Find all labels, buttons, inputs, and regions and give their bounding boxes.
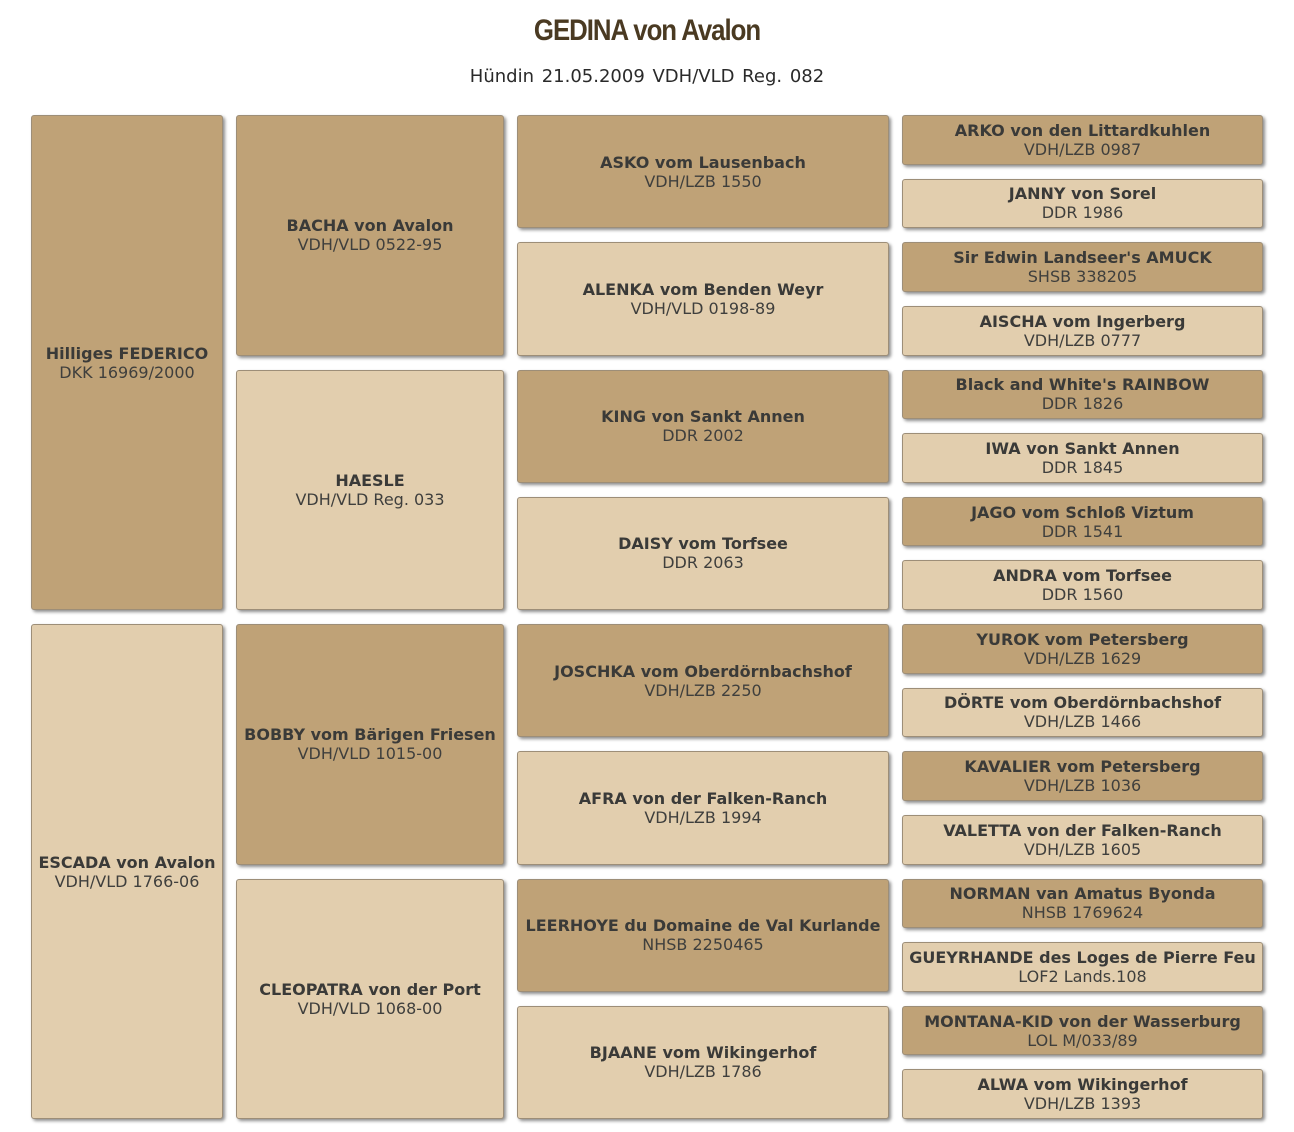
ancestor-gen4-box[interactable]: ARKO von den Littardkuhlen VDH/LZB 0987 [902, 115, 1263, 165]
registration-number: DDR 1560 [1041, 585, 1124, 605]
registration-number: DDR 2002 [662, 426, 744, 446]
ancestor-gen3-box[interactable]: KING von Sankt Annen DDR 2002 [517, 369, 889, 483]
registration-number: DDR 1845 [1041, 457, 1124, 477]
dog-name: Sir Edwin Landseer's AMUCK [953, 248, 1212, 268]
dog-name: JANNY von Sorel [1008, 184, 1157, 204]
registration-number: VDH/LZB 2250 [644, 680, 762, 700]
ancestor-gen2-box[interactable]: HAESLE VDH/VLD Reg. 033 [236, 369, 504, 610]
ancestor-gen3-box[interactable]: DAISY vom Torfsee DDR 2063 [517, 496, 889, 610]
dog-name: ANDRA vom Torfsee [993, 566, 1172, 586]
ancestor-gen4-box[interactable]: NORMAN van Amatus Byonda NHSB 1769624 [902, 878, 1263, 929]
dog-name: IWA von Sankt Annen [985, 438, 1180, 458]
dog-name: BACHA von Avalon [286, 216, 454, 236]
dog-name: JAGO vom Schloß Viztum [971, 502, 1194, 522]
ancestor-gen4-box[interactable]: ANDRA vom Torfsee DDR 1560 [902, 560, 1263, 610]
registration-number: VDH/LZB 1036 [1023, 776, 1142, 796]
ancestor-gen4-box[interactable]: IWA von Sankt Annen DDR 1845 [902, 433, 1263, 483]
registration-number: LOL M/033/89 [1027, 1030, 1138, 1050]
ancestor-gen1-box[interactable]: Hilliges FEDERICO DKK 16969/2000 [31, 115, 223, 610]
dog-name: ARKO von den Littardkuhlen [954, 120, 1211, 140]
dog-name: Black and White's RAINBOW [955, 375, 1210, 395]
dog-name: BOBBY vom Bärigen Friesen [244, 725, 496, 745]
registration-number: VDH/VLD 1068-00 [297, 998, 443, 1018]
dog-name: NORMAN van Amatus Byonda [949, 884, 1216, 904]
dog-name: Hilliges FEDERICO [45, 343, 209, 363]
dog-name: GUEYRHANDE des Loges de Pierre Feu [909, 947, 1256, 967]
dog-name: MONTANA-KID von der Wasserburg [924, 1011, 1241, 1031]
dog-name: KAVALIER vom Petersberg [964, 757, 1201, 777]
dog-name: ESCADA von Avalon [38, 852, 216, 872]
registration-number: VDH/VLD 0198-89 [630, 298, 776, 318]
registration-number: VDH/LZB 1466 [1023, 712, 1142, 732]
registration-number: VDH/LZB 0987 [1023, 139, 1142, 159]
ancestor-gen2-box[interactable]: BACHA von Avalon VDH/VLD 0522-95 [236, 115, 504, 356]
dog-name: ALWA vom Wikingerhof [977, 1075, 1188, 1095]
ancestor-gen4-box[interactable]: AISCHA vom Ingerberg VDH/LZB 0777 [902, 305, 1263, 356]
ancestor-gen4-box[interactable]: GUEYRHANDE des Loges de Pierre Feu LOF2 L… [902, 942, 1263, 992]
registration-number: DDR 1826 [1041, 394, 1124, 414]
registration-number: VDH/VLD Reg. 033 [295, 489, 445, 509]
dog-name: AFRA von der Falken-Ranch [578, 788, 828, 808]
ancestor-gen4-box[interactable]: MONTANA-KID von der Wasserburg LOL M/033/… [902, 1005, 1263, 1056]
dog-name: DÖRTE vom Oberdörnbachshof [943, 693, 1222, 713]
dog-name: BJAANE vom Wikingerhof [589, 1043, 817, 1063]
ancestor-gen4-box[interactable]: KAVALIER vom Petersberg VDH/LZB 1036 [902, 751, 1263, 801]
ancestor-gen4-box[interactable]: ALWA vom Wikingerhof VDH/LZB 1393 [902, 1069, 1263, 1119]
ancestor-gen4-box[interactable]: Black and White's RAINBOW DDR 1826 [902, 369, 1263, 420]
ancestor-gen4-box[interactable]: Sir Edwin Landseer's AMUCK SHSB 338205 [902, 242, 1263, 292]
dog-name: CLEOPATRA von der Port [259, 979, 481, 999]
ancestor-gen3-box[interactable]: AFRA von der Falken-Ranch VDH/LZB 1994 [517, 751, 889, 865]
ancestor-gen4-box[interactable]: JANNY von Sorel DDR 1986 [902, 178, 1263, 229]
dog-name: KING von Sankt Annen [601, 407, 805, 427]
registration-number: DDR 1986 [1041, 203, 1124, 223]
registration-number: VDH/LZB 1393 [1023, 1094, 1142, 1114]
ancestor-gen3-box[interactable]: ALENKA vom Benden Weyr VDH/VLD 0198-89 [517, 242, 889, 356]
ancestor-gen4-box[interactable]: JAGO vom Schloß Viztum DDR 1541 [902, 496, 1263, 547]
ancestor-gen2-box[interactable]: BOBBY vom Bärigen Friesen VDH/VLD 1015-00 [236, 624, 504, 865]
dog-name: YUROK vom Petersberg [976, 629, 1189, 649]
ancestor-gen2-box[interactable]: CLEOPATRA von der Port VDH/VLD 1068-00 [236, 878, 504, 1119]
registration-number: VDH/VLD 1015-00 [297, 744, 443, 764]
ancestor-gen1-box[interactable]: ESCADA von Avalon VDH/VLD 1766-06 [31, 624, 223, 1119]
dog-name: AISCHA vom Ingerberg [979, 311, 1186, 331]
ancestor-gen4-box[interactable]: VALETTA von der Falken-Ranch VDH/LZB 1605 [902, 814, 1263, 865]
registration-number: DDR 1541 [1041, 521, 1124, 541]
registration-number: VDH/VLD 1766-06 [54, 871, 200, 891]
registration-number: SHSB 338205 [1027, 267, 1138, 287]
registration-number: DDR 2063 [662, 553, 744, 573]
ancestor-gen3-box[interactable]: ASKO vom Lausenbach VDH/LZB 1550 [517, 115, 889, 229]
dog-name: ASKO vom Lausenbach [600, 152, 806, 172]
registration-number: NHSB 2250465 [642, 935, 764, 955]
registration-number: NHSB 1769624 [1021, 903, 1144, 923]
dog-name: VALETTA von der Falken-Ranch [943, 820, 1222, 840]
registration-number: VDH/LZB 1605 [1023, 839, 1142, 859]
ancestor-gen3-box[interactable]: JOSCHKA vom Oberdörnbachshof VDH/LZB 2250 [517, 624, 889, 738]
dog-name: ALENKA vom Benden Weyr [582, 279, 824, 299]
page-title: GEDINA von Avalon [533, 14, 761, 47]
dog-name: DAISY vom Torfsee [618, 534, 788, 554]
ancestor-gen3-box[interactable]: LEERHOYE du Domaine de Val Kurlande NHSB … [517, 878, 889, 992]
registration-number: DKK 16969/2000 [59, 362, 195, 382]
registration-number: VDH/LZB 1550 [644, 171, 762, 191]
ancestor-gen3-box[interactable]: BJAANE vom Wikingerhof VDH/LZB 1786 [517, 1005, 889, 1119]
dog-name: LEERHOYE du Domaine de Val Kurlande [525, 916, 881, 936]
registration-number: VDH/VLD 0522-95 [297, 235, 443, 255]
ancestor-gen4-box[interactable]: DÖRTE vom Oberdörnbachshof VDH/LZB 1466 [902, 687, 1263, 738]
registration-number: LOF2 Lands.108 [1018, 966, 1147, 986]
ancestor-gen4-box[interactable]: YUROK vom Petersberg VDH/LZB 1629 [902, 624, 1263, 674]
dog-name: JOSCHKA vom Oberdörnbachshof [554, 661, 852, 681]
registration-number: VDH/LZB 1629 [1023, 648, 1142, 668]
dog-name: HAESLE [335, 470, 405, 490]
registration-number: VDH/LZB 1994 [644, 807, 762, 827]
registration-number: VDH/LZB 1786 [644, 1062, 762, 1082]
registration-number: VDH/LZB 0777 [1023, 330, 1142, 350]
page-subtitle: Hündin 21.05.2009 VDH/VLD Reg. 082 [469, 66, 825, 87]
